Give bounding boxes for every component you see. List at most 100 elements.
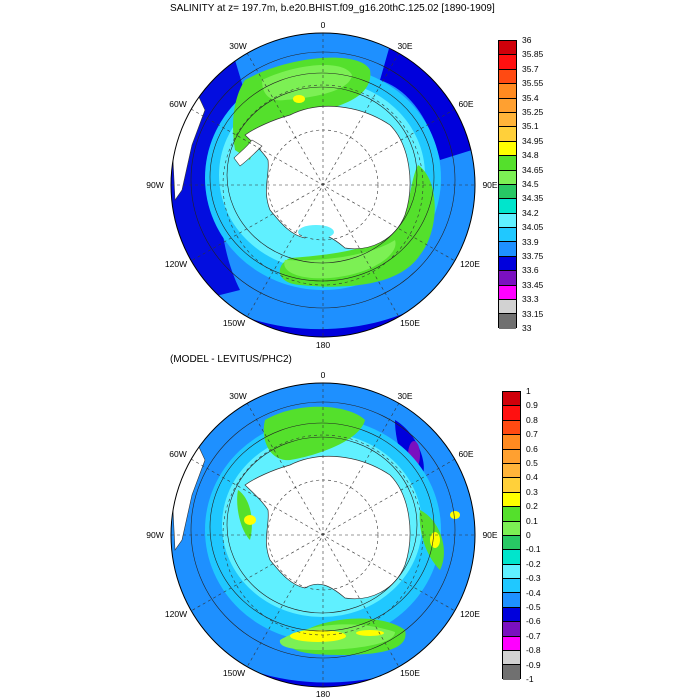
colorbar-label: -1 — [526, 674, 534, 684]
difference-colorbar — [502, 391, 521, 680]
colorbar-label: -0.5 — [526, 602, 541, 612]
colorbar-label: 35.1 — [522, 121, 539, 132]
colorbar-box — [499, 242, 516, 257]
colorbar-label: 34.35 — [522, 193, 544, 204]
lon-label: 30W — [229, 391, 246, 401]
colorbar-label: -0.1 — [526, 544, 541, 555]
colorbar-box — [503, 449, 520, 464]
lon-label: 60E — [458, 99, 473, 109]
lon-label: 120W — [165, 609, 187, 619]
colorbar-label: -0.9 — [526, 659, 541, 670]
colorbar-label: 0 — [526, 530, 531, 540]
colorbar-label: 0.2 — [526, 501, 538, 512]
colorbar-box — [499, 228, 516, 243]
colorbar-box — [503, 636, 520, 652]
colorbar-label: 35.7 — [522, 63, 539, 74]
colorbar-label: 0.5 — [526, 458, 538, 468]
lon-labels-1: 0 30E 60E 90E 120E 150E 180 150W 120W 90… — [146, 20, 498, 350]
colorbar-box — [503, 492, 520, 508]
colorbar-label: 33.45 — [522, 279, 544, 290]
colorbar-box — [503, 478, 520, 493]
colorbar-box — [503, 651, 520, 666]
colorbar-box — [499, 141, 516, 157]
colorbar-box — [499, 256, 516, 272]
colorbar-box — [503, 535, 520, 551]
colorbar-box — [503, 579, 520, 594]
lon-label: 150W — [223, 318, 245, 328]
colorbar-box — [499, 156, 516, 171]
lon-label: 90W — [146, 530, 163, 540]
lon-label: 150E — [400, 318, 420, 328]
colorbar-box — [499, 199, 516, 214]
colorbar-label: -0.3 — [526, 573, 541, 584]
colorbar-label: 0.1 — [526, 515, 538, 526]
colorbar-box — [499, 285, 516, 301]
colorbar-box — [503, 593, 520, 608]
colorbar-label: 34.95 — [522, 135, 544, 146]
lon-label: 0 — [321, 370, 326, 380]
panel-1-title: SALINITY at z= 197.7m, b.e20.BHIST.f09_g… — [170, 3, 495, 14]
colorbar-box — [499, 213, 516, 229]
lon-label: 60W — [169, 449, 186, 459]
colorbar-label: -0.2 — [526, 558, 541, 569]
colorbar-label: 0.6 — [526, 443, 538, 454]
colorbar-box — [499, 271, 516, 286]
colorbar-label: 33 — [522, 323, 532, 333]
colorbar-box — [499, 98, 516, 113]
lon-label: 120E — [460, 259, 480, 269]
panel-2-title: (MODEL - LEVITUS/PHC2) — [170, 354, 292, 365]
colorbar-label: -0.4 — [526, 587, 541, 598]
lon-label: 30W — [229, 41, 246, 51]
lon-label: 90E — [482, 530, 497, 540]
colorbar-box — [503, 550, 520, 565]
colorbar-box — [499, 314, 516, 329]
colorbar-label: 34.65 — [522, 164, 544, 175]
lon-label: 90W — [146, 180, 163, 190]
difference-map: 0 30E 60E 90E 120E 150E 180 150W 120W 90… — [146, 370, 498, 699]
lon-label: 120E — [460, 609, 480, 619]
colorbar-label: 35.55 — [522, 78, 544, 89]
colorbar-box — [499, 112, 516, 128]
colorbar-box — [503, 507, 520, 522]
colorbar-box — [503, 406, 520, 421]
lon-label: 180 — [316, 689, 330, 699]
colorbar-box — [503, 463, 520, 479]
colorbar-label: 34.05 — [522, 222, 544, 233]
colorbar-box — [503, 564, 520, 580]
colorbar-box — [503, 392, 520, 407]
colorbar-label: 1 — [526, 386, 531, 396]
lon-label: 60E — [458, 449, 473, 459]
lon-label: 150W — [223, 668, 245, 678]
colorbar-box — [499, 170, 516, 185]
colorbar-box — [499, 300, 516, 315]
lon-label: 30E — [397, 391, 412, 401]
colorbar-label: 33.6 — [522, 265, 539, 276]
colorbar-box — [499, 69, 516, 85]
colorbar-box — [499, 55, 516, 70]
colorbar-box — [503, 607, 520, 623]
colorbar-box — [499, 84, 516, 99]
colorbar-label: 33.75 — [522, 251, 544, 261]
lon-labels-2: 0 30E 60E 90E 120E 150E 180 150W 120W 90… — [146, 370, 498, 699]
colorbar-label: 0.8 — [526, 414, 538, 425]
lon-label: 60W — [169, 99, 186, 109]
colorbar-label: 34.8 — [522, 150, 539, 161]
colorbar-label: 0.7 — [526, 429, 538, 440]
colorbar-label: 34.5 — [522, 179, 539, 189]
lon-label: 90E — [482, 180, 497, 190]
colorbar-label: -0.7 — [526, 630, 541, 641]
colorbar-label: 33.3 — [522, 294, 539, 305]
salinity-colorbar — [498, 40, 517, 329]
colorbar-box — [499, 184, 516, 200]
colorbar-label: -0.8 — [526, 645, 541, 656]
colorbar-label: 33.15 — [522, 308, 544, 319]
colorbar-label: 34.2 — [522, 207, 539, 218]
colorbar-box — [499, 127, 516, 142]
colorbar-label: 35.25 — [522, 107, 544, 117]
lon-label: 180 — [316, 340, 330, 350]
colorbar-label: 0.3 — [526, 486, 538, 497]
colorbar-box — [503, 665, 520, 680]
colorbar-label: 33.9 — [522, 236, 539, 247]
colorbar-label: 0.9 — [526, 400, 538, 411]
colorbar-label: -0.6 — [526, 616, 541, 627]
